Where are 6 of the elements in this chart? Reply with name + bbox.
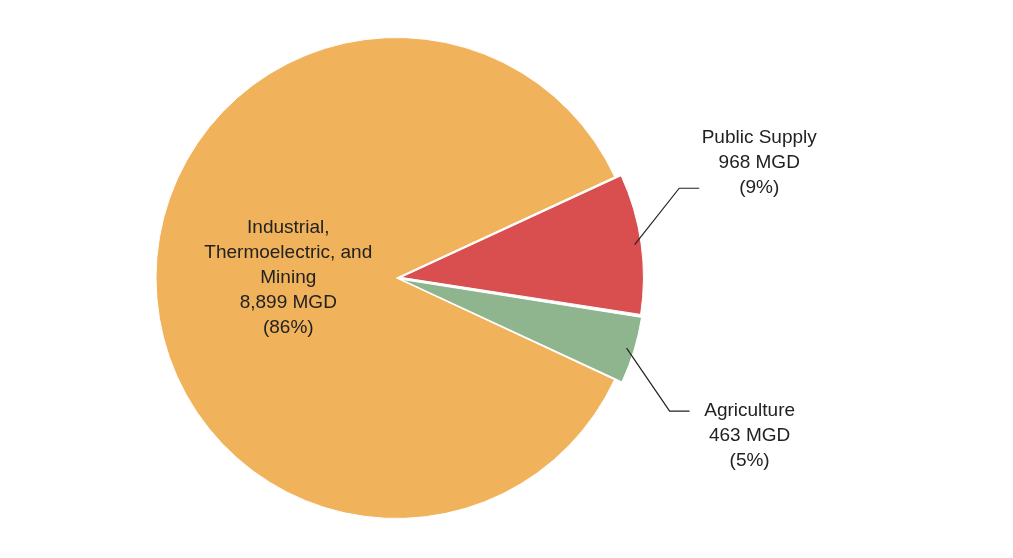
data-label: 968 MGD (9%) xyxy=(718,151,800,198)
data-label: 8,899 MGD (86%) xyxy=(239,291,337,338)
slice-label: Public Supply xyxy=(701,126,818,148)
slice-label: Agriculture xyxy=(704,399,796,421)
data-label: 463 MGD (5%) xyxy=(708,424,791,471)
slice-label: Industrial, Thermoelectric, and Mining xyxy=(204,216,373,288)
